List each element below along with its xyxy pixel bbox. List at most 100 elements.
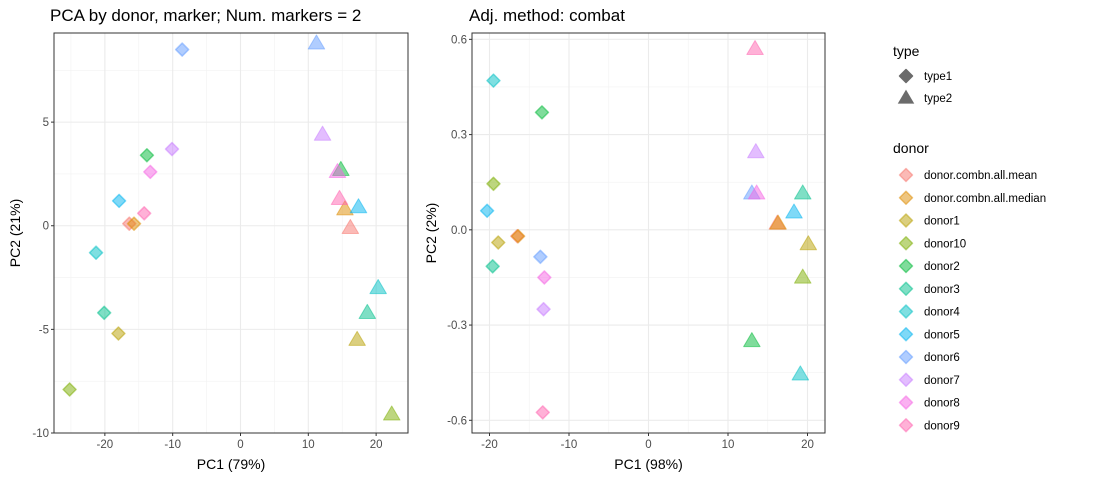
y-tick-label: 0 — [43, 221, 49, 233]
legend-item-type1: type1 — [898, 68, 952, 84]
legend-item-donor6: donor6 — [898, 349, 960, 365]
y-axis-title: PC2 (21%) — [7, 199, 23, 267]
data-point-donor9-type1 — [535, 405, 551, 420]
circle-icon — [898, 167, 914, 183]
data-point-donor4-type2 — [791, 365, 810, 381]
x-tick-label: 20 — [801, 439, 814, 451]
legend-donor-label: donor7 — [924, 375, 960, 387]
data-point-donor4-type2 — [369, 279, 387, 295]
legend-donor-title: donor — [893, 140, 929, 156]
data-point-donor4-type1 — [88, 245, 104, 260]
x-axis-title: PC1 (79%) — [197, 456, 265, 472]
data-point-donor3-type2 — [793, 184, 812, 200]
legend-donor-label: donor9 — [924, 420, 960, 432]
legend-donor-label: donor3 — [924, 284, 960, 296]
data-point-donor8-type1 — [143, 164, 158, 180]
data-point-donor.combn.all.median-type2 — [336, 200, 354, 216]
legend-type-label: type1 — [924, 71, 952, 83]
legend-donor-label: donor4 — [924, 307, 960, 319]
x-tick-label: 20 — [370, 439, 383, 451]
circle-icon — [898, 258, 914, 274]
data-point-donor1-type1 — [490, 235, 506, 250]
data-point-donor7-type2 — [313, 125, 332, 141]
panel-border — [471, 32, 826, 434]
data-point-donor2-type2 — [743, 332, 761, 348]
data-point-donor9-type2 — [746, 40, 764, 56]
legend-item-donor10: donor10 — [898, 236, 966, 251]
legend-donor-label: donor.combn.all.mean — [924, 170, 1037, 182]
chart-panel-2: Adj. method: combat -20 -10 0 10 20 -0.6 -0.3 0.… — [423, 6, 826, 472]
y-tick-label: -10 — [32, 428, 49, 440]
data-point-donor7-type1 — [536, 301, 551, 317]
y-tick-label: 0.0 — [451, 225, 467, 237]
legend-item-type2: type2 — [897, 89, 952, 105]
chart-title: PCA by donor, marker; Num. markers = 2 — [50, 6, 361, 25]
circle-icon — [898, 372, 914, 387]
data-point-donor5-type1 — [111, 193, 127, 209]
data-point-donor5-type1 — [479, 203, 495, 219]
x-tick-label: -20 — [481, 439, 498, 451]
legend-item-donor7: donor7 — [898, 372, 960, 387]
circle-icon — [898, 349, 914, 365]
legend-item-donor.combn.all.mean: donor.combn.all.mean — [898, 167, 1037, 183]
data-point-donor10-type2 — [382, 405, 401, 421]
legend-donor-label: donor8 — [924, 398, 960, 410]
legend-item-donor3: donor3 — [898, 281, 960, 296]
data-point-donor1-type1 — [111, 326, 126, 341]
data-point-donor6-type2 — [307, 34, 326, 50]
data-point-donor6-type1 — [174, 42, 190, 57]
data-point-donor7-type1 — [164, 141, 180, 157]
y-axis-title: PC2 (2%) — [423, 203, 439, 264]
data-point-donor.combn.all.median-type1 — [126, 216, 142, 231]
chart-title: Adj. method: combat — [469, 6, 625, 25]
x-tick-label: -20 — [97, 439, 114, 451]
data-point-donor9-type2 — [330, 189, 349, 205]
data-point-donor5-type2 — [785, 203, 803, 219]
data-points — [479, 40, 818, 420]
data-point-donor2-type1 — [534, 105, 550, 120]
data-point-donor10-type2 — [793, 268, 812, 284]
data-point-donor3-type2 — [358, 303, 377, 319]
legend-item-donor1: donor1 — [898, 213, 960, 228]
y-tick-label: -5 — [39, 324, 49, 336]
x-tick-label: 10 — [722, 439, 735, 451]
data-point-donor10-type1 — [486, 176, 501, 192]
chart-panel-1: PCA by donor, marker; Num. markers = 2 -2… — [7, 6, 409, 472]
legend-donor-label: donor6 — [924, 352, 960, 364]
circle-icon — [898, 236, 914, 251]
x-tick-label: 0 — [237, 439, 243, 451]
data-point-donor6-type1 — [533, 249, 548, 265]
legend-item-donor2: donor2 — [898, 258, 960, 274]
y-tick-label: 0.6 — [451, 34, 467, 46]
circle-icon — [898, 304, 914, 319]
x-tick-label: 10 — [302, 439, 315, 451]
circle-icon — [898, 327, 914, 342]
x-tick-label: -10 — [164, 439, 181, 451]
data-point-donor9-type1 — [136, 206, 152, 221]
x-tick-label: -10 — [561, 439, 578, 451]
triangle-icon — [897, 89, 915, 104]
data-point-donor2-type1 — [139, 148, 155, 163]
data-point-donor8-type2 — [747, 184, 766, 200]
panel-border — [53, 32, 409, 434]
grid — [54, 33, 408, 434]
circle-icon — [898, 190, 914, 205]
data-points — [62, 34, 401, 421]
legend: type type1 type2 donor donor.combn.all.mean d… — [893, 43, 1046, 433]
circle-icon — [898, 281, 914, 296]
circle-icon — [898, 213, 914, 228]
data-point-donor8-type1 — [537, 270, 552, 285]
data-point-donor3-type1 — [96, 305, 112, 321]
y-tick-label: -0.6 — [447, 415, 467, 427]
x-tick-label: 0 — [645, 439, 651, 451]
circle-icon — [898, 395, 914, 410]
data-point-donor1-type2 — [348, 330, 366, 346]
circle-icon — [898, 68, 914, 84]
data-point-donor5-type2 — [349, 198, 368, 214]
circle-icon — [898, 418, 914, 433]
x-axis-title: PC1 (98%) — [614, 456, 682, 472]
y-tick-label: -0.3 — [447, 320, 467, 332]
data-point-donor.combn.all.median-type2 — [769, 214, 787, 230]
legend-type-title: type — [893, 43, 920, 59]
